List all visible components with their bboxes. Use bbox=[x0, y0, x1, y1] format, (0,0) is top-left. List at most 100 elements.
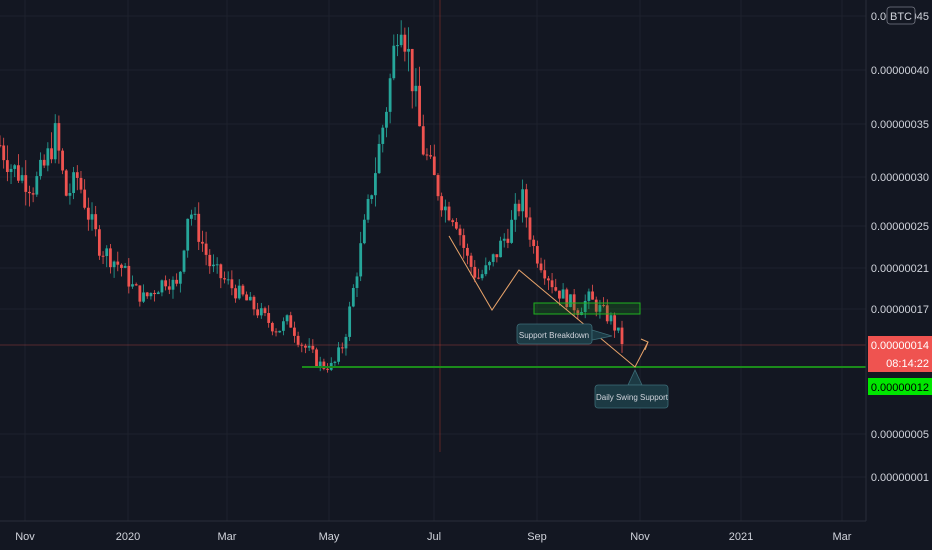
candle-body bbox=[348, 306, 352, 337]
candle-body bbox=[256, 309, 260, 316]
candle-body bbox=[609, 315, 613, 322]
candle-body bbox=[447, 206, 451, 221]
candle-body bbox=[421, 126, 425, 155]
candle-body bbox=[39, 159, 42, 177]
candle-body bbox=[167, 286, 171, 290]
time-axis-panel[interactable] bbox=[0, 521, 932, 550]
candle-body bbox=[142, 292, 145, 302]
candle-body bbox=[370, 195, 374, 200]
candle-body bbox=[359, 243, 363, 277]
candle-body bbox=[392, 45, 396, 79]
candle-body bbox=[337, 347, 341, 362]
candle-body bbox=[281, 321, 285, 331]
candle-body bbox=[0, 145, 2, 147]
candle-body bbox=[61, 150, 64, 171]
candle-body bbox=[326, 368, 329, 370]
candle-body bbox=[513, 203, 517, 220]
candle-body bbox=[97, 229, 101, 256]
candle-body bbox=[24, 175, 28, 192]
candle-body bbox=[86, 207, 90, 220]
candle-body bbox=[2, 145, 6, 161]
candle-body bbox=[620, 327, 624, 345]
candle-body bbox=[517, 203, 521, 212]
candle-body bbox=[248, 296, 252, 301]
candle-body bbox=[366, 199, 370, 220]
candle-body bbox=[116, 261, 120, 265]
candle-body bbox=[576, 310, 580, 315]
candle-body bbox=[451, 220, 455, 223]
candle-body bbox=[602, 305, 605, 307]
time-tick-label: Nov bbox=[630, 531, 650, 543]
candle-body bbox=[466, 247, 469, 256]
candle-body bbox=[241, 285, 245, 295]
support-breakdown-callout[interactable]: Support Breakdown bbox=[516, 323, 613, 345]
candle-body bbox=[120, 264, 123, 268]
candle-body bbox=[171, 279, 175, 290]
price-axis-panel[interactable] bbox=[866, 0, 932, 550]
candle-body bbox=[267, 313, 271, 323]
callout-pointer bbox=[591, 329, 613, 341]
candle-body bbox=[480, 274, 484, 279]
candle-body bbox=[215, 264, 219, 266]
daily-swing-support-callout[interactable]: Daily Swing Support bbox=[594, 369, 669, 409]
candle-body bbox=[432, 156, 436, 176]
candle-body bbox=[112, 261, 116, 268]
candle-body bbox=[46, 148, 50, 166]
candle-body bbox=[189, 214, 193, 219]
candle-body bbox=[510, 219, 513, 243]
candle-body bbox=[138, 285, 142, 302]
candle-body bbox=[53, 123, 57, 160]
candle-body bbox=[318, 361, 322, 367]
candle-body bbox=[462, 235, 466, 248]
callout-label: Support Breakdown bbox=[519, 331, 589, 340]
candle-body bbox=[565, 289, 569, 308]
pattern-path bbox=[448, 235, 649, 368]
support-zone-box bbox=[533, 302, 641, 315]
time-tick-label: May bbox=[319, 531, 340, 543]
candle-body bbox=[83, 189, 87, 208]
price-tick-label: 0.00000021 bbox=[871, 263, 929, 275]
candle-body bbox=[31, 193, 35, 195]
candle-body bbox=[123, 265, 127, 268]
candle-body bbox=[289, 315, 293, 328]
price-tick-label: 0.00000001 bbox=[871, 472, 929, 484]
candle-body bbox=[569, 294, 572, 308]
candle-body bbox=[245, 294, 248, 301]
callout-box bbox=[594, 384, 669, 409]
candle-body bbox=[355, 276, 359, 288]
candle-body bbox=[532, 239, 536, 247]
candle-body bbox=[385, 111, 388, 128]
candle-body bbox=[469, 255, 473, 267]
candle-body bbox=[374, 173, 377, 196]
candle-body bbox=[396, 45, 399, 47]
candle-body bbox=[131, 284, 134, 287]
candle-body bbox=[219, 264, 223, 279]
time-tick-label: 2021 bbox=[729, 531, 753, 543]
candle-body bbox=[546, 278, 550, 281]
candle-body bbox=[274, 331, 278, 333]
candle-body bbox=[315, 349, 318, 367]
grid-lines bbox=[0, 0, 866, 521]
time-tick-label: Mar bbox=[218, 531, 237, 543]
candle-body bbox=[521, 189, 525, 212]
candle-body bbox=[79, 177, 83, 190]
candle-body bbox=[234, 288, 237, 299]
symbol-badge[interactable]: BTC bbox=[886, 6, 916, 25]
candle-body bbox=[127, 265, 131, 287]
candle-body bbox=[72, 172, 76, 194]
last-price-tag-bg bbox=[868, 336, 932, 372]
candle-body bbox=[491, 254, 495, 262]
support-price-value: 0.00000012 bbox=[871, 382, 929, 394]
candle-body bbox=[410, 48, 414, 92]
candle-body bbox=[212, 264, 215, 267]
candle-body bbox=[443, 206, 447, 211]
time-tick-label: Jul bbox=[427, 531, 441, 543]
candle-body bbox=[42, 159, 46, 166]
candle-body bbox=[50, 148, 53, 160]
candle-body bbox=[186, 218, 190, 251]
candle-body bbox=[344, 336, 348, 349]
candle-body bbox=[293, 327, 296, 336]
candle-body bbox=[259, 308, 263, 316]
candle-body bbox=[616, 327, 620, 331]
